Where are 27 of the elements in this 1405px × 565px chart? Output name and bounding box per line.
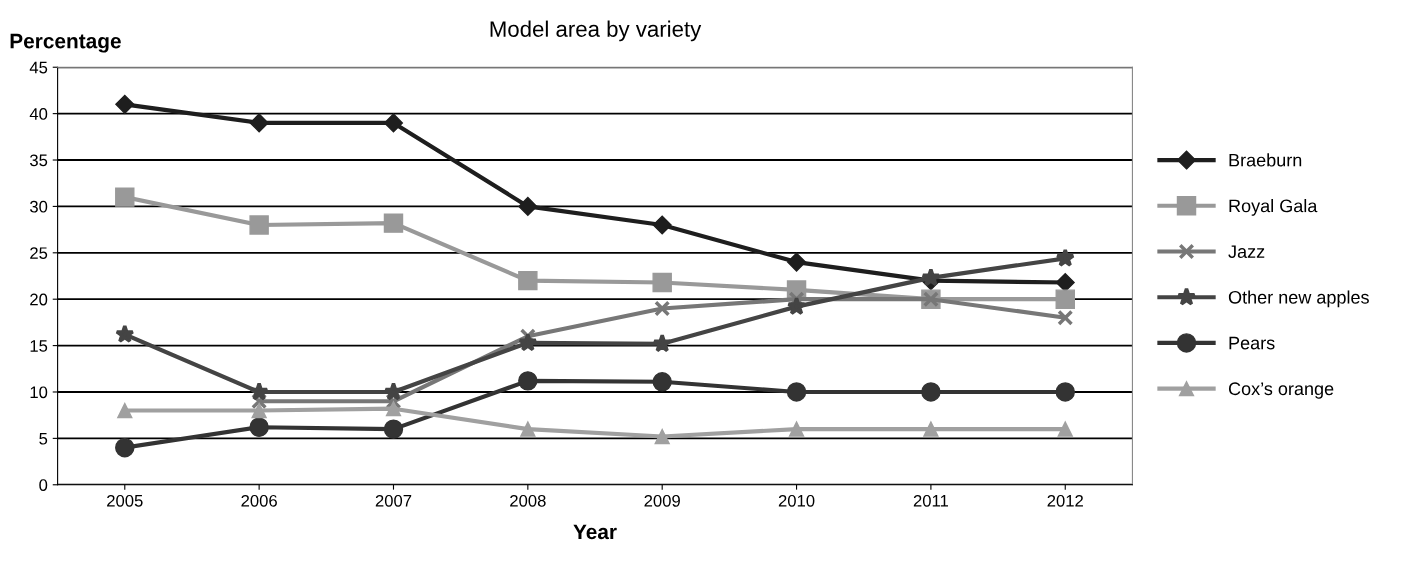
- x-tick-label: 2005: [107, 494, 143, 507]
- x-axis-title: Year: [573, 524, 617, 540]
- y-tick-label: 5: [39, 432, 48, 445]
- legend-label: Royal Gala: [1229, 199, 1318, 216]
- x-tick-label: 2011: [913, 494, 949, 507]
- y-tick-label: 10: [30, 386, 48, 399]
- x-tick-label: 2012: [1047, 494, 1083, 507]
- y-tick-label: 35: [29, 154, 48, 167]
- legend-label: Cox’s orange: [1228, 382, 1334, 399]
- y-tick-label: 0: [39, 479, 48, 491]
- legend-label: Pears: [1229, 336, 1275, 350]
- x-tick-label: 2006: [241, 494, 277, 507]
- x-tick-label: 2007: [375, 494, 412, 507]
- legend-label: Braeburn: [1229, 153, 1302, 167]
- x-tick-label: 2008: [510, 494, 546, 507]
- y-tick-label: 30: [29, 200, 48, 213]
- y-tick-label: 20: [30, 293, 48, 306]
- y-tick-label: 25: [30, 247, 48, 260]
- y-tick-label: 40: [29, 108, 48, 120]
- x-tick-label: 2010: [778, 494, 815, 507]
- chart-title: Model area by variety: [490, 20, 702, 42]
- y-tick-label: 15: [30, 340, 48, 352]
- y-tick-label: 45: [29, 61, 48, 74]
- y-axis-title: Percentage: [10, 33, 121, 53]
- legend-label: Jazz: [1228, 245, 1265, 258]
- x-tick-label: 2009: [644, 494, 680, 507]
- legend-label: Other new apples: [1228, 290, 1369, 308]
